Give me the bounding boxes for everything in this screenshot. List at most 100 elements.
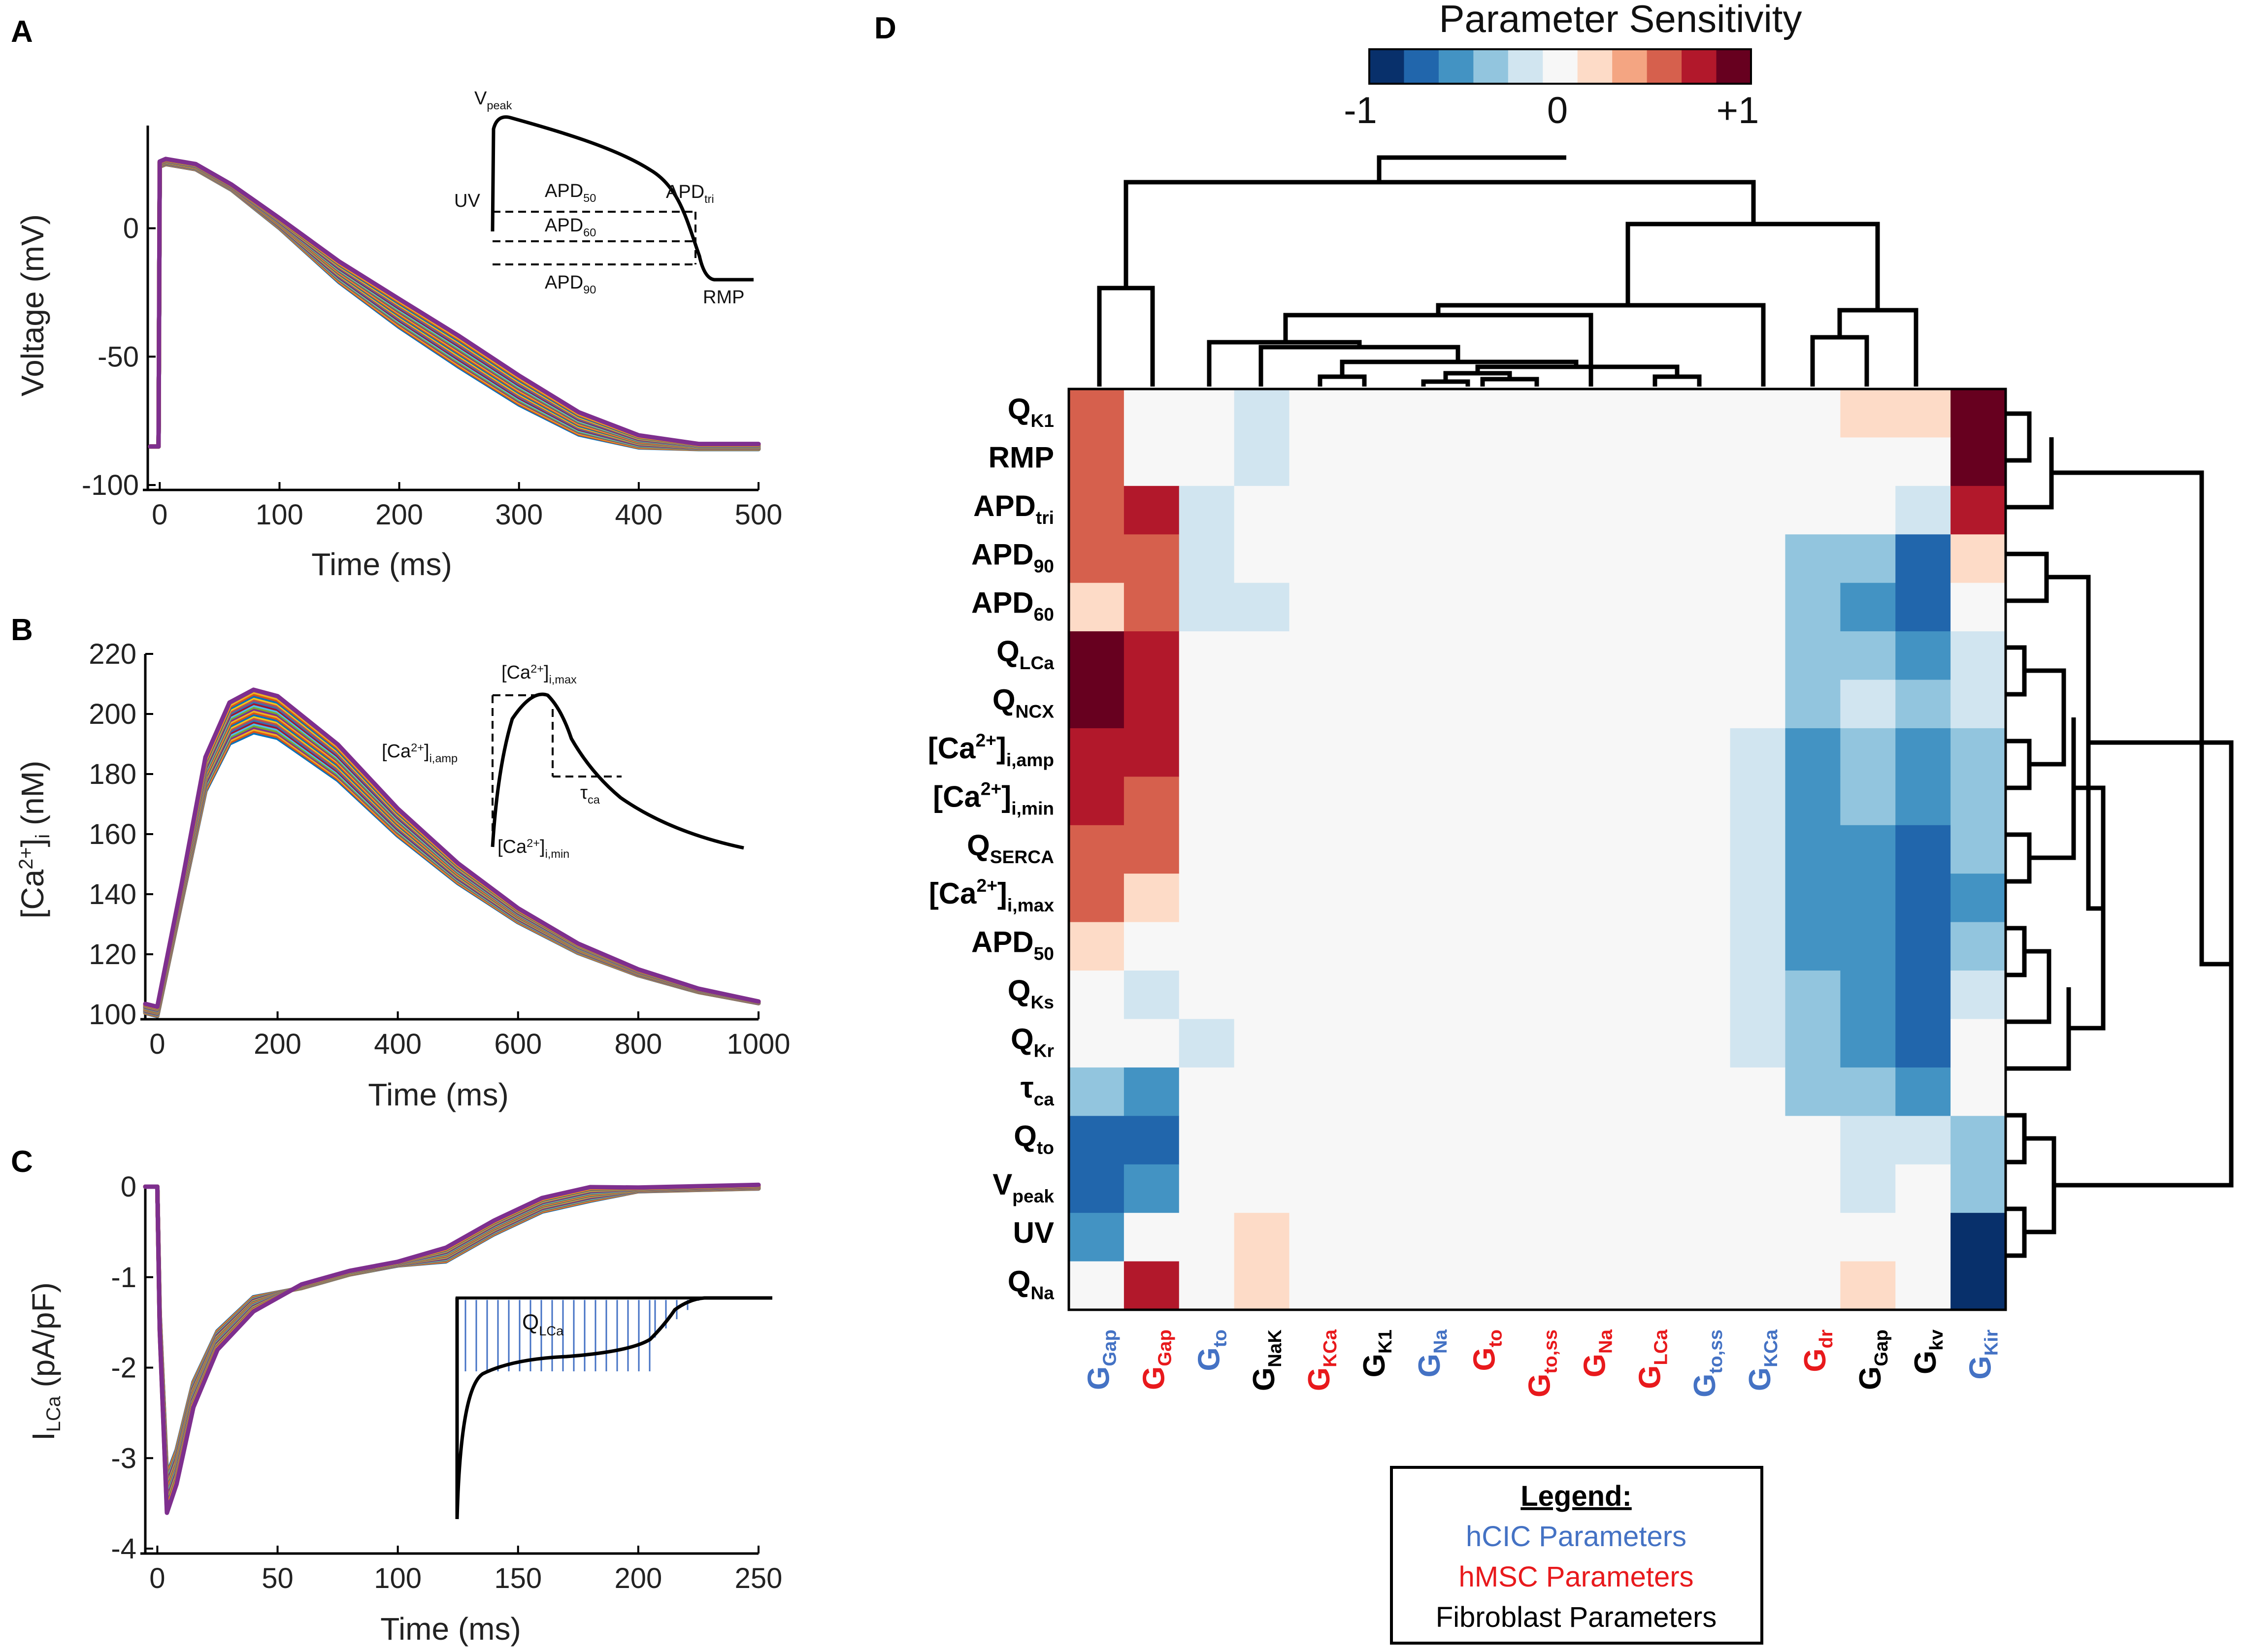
panel-a-inset: Vpeak UV APD50 APD60 APD90 APDtri RMP bbox=[454, 88, 754, 308]
heatmap-cell bbox=[1234, 437, 1290, 486]
heatmap-cell bbox=[1069, 534, 1124, 583]
panel-d: D Parameter Sensitivity -1 0 +1 QK1 RMP AP… bbox=[874, 0, 2234, 1645]
heatmap-cell bbox=[1895, 825, 1951, 874]
heatmap-cell bbox=[1564, 777, 1620, 826]
colorbar-swatch bbox=[1404, 49, 1439, 84]
heatmap-cell bbox=[1234, 631, 1290, 680]
qlca-hatch bbox=[464, 1300, 699, 1371]
heatmap-cell bbox=[1289, 1213, 1345, 1262]
heatmap-cell bbox=[1289, 1067, 1345, 1116]
heatmap-cell bbox=[1895, 922, 1951, 971]
heatmap-cell bbox=[1399, 389, 1455, 438]
heatmap-cell bbox=[1454, 1261, 1510, 1310]
heatmap-cell bbox=[1785, 1116, 1841, 1165]
heatmap-cell bbox=[1675, 1067, 1731, 1116]
heatmap-cell bbox=[1730, 1164, 1786, 1213]
colorbar-swatch bbox=[1473, 49, 1509, 84]
heatmap-cell bbox=[1785, 680, 1841, 729]
heatmap-cell bbox=[1730, 631, 1786, 680]
colorbar-swatch bbox=[1543, 49, 1578, 84]
heatmap-cell bbox=[1619, 1213, 1676, 1262]
heatmap-cell bbox=[1454, 922, 1510, 971]
camax-label: [Ca2+]i,max bbox=[501, 662, 577, 686]
row-label: QSERCA bbox=[967, 829, 1054, 867]
column-label: GLCa bbox=[1633, 1329, 1671, 1389]
heatmap-cell bbox=[1289, 728, 1345, 777]
heatmap-cell bbox=[1785, 583, 1841, 632]
row-label: QNCX bbox=[992, 683, 1054, 722]
heatmap-cell bbox=[1179, 583, 1235, 632]
heatmap-cell bbox=[1454, 971, 1510, 1020]
heatmap-cell bbox=[1454, 1164, 1510, 1213]
heatmap-cell bbox=[1950, 825, 2006, 874]
trace-line bbox=[143, 697, 761, 1011]
heatmap-cell bbox=[1950, 728, 2006, 777]
heatmap-cell bbox=[1399, 1213, 1455, 1262]
heatmap-cell bbox=[1840, 1164, 1896, 1213]
heatmap-cell bbox=[1785, 534, 1841, 583]
row-label: Qto bbox=[1014, 1119, 1054, 1158]
heatmap-cell bbox=[1179, 1213, 1235, 1262]
heatmap-cell bbox=[1069, 631, 1124, 680]
camin-label: [Ca2+]i,min bbox=[497, 837, 569, 860]
column-label: GGap bbox=[1082, 1329, 1121, 1390]
heatmap-cell bbox=[1785, 1213, 1841, 1262]
heatmap-cell bbox=[1399, 1164, 1455, 1213]
heatmap-cell bbox=[1399, 631, 1455, 680]
heatmap-cell bbox=[1344, 1213, 1400, 1262]
panel-b-inset: [Ca2+]i,max [Ca2+]i,amp [Ca2+]i,min τca bbox=[382, 662, 744, 860]
heatmap-cell bbox=[1840, 922, 1896, 971]
heatmap-cell bbox=[1785, 437, 1841, 486]
heatmap-cell bbox=[1399, 874, 1455, 923]
legend-title: Legend: bbox=[1520, 1480, 1632, 1512]
panel-c-inset: QLCa bbox=[455, 1293, 772, 1529]
x-tick-label: 600 bbox=[494, 1028, 542, 1060]
heatmap-cell bbox=[1895, 486, 1951, 535]
rmp-label: RMP bbox=[703, 287, 744, 308]
inset-ap-curve bbox=[491, 115, 754, 282]
heatmap-cell bbox=[1510, 534, 1565, 583]
row-label: UV bbox=[1013, 1216, 1054, 1249]
heatmap-cell bbox=[1675, 583, 1731, 632]
heatmap-cell bbox=[1675, 389, 1731, 438]
heatmap-cell bbox=[1785, 631, 1841, 680]
apd60-label: APD60 bbox=[545, 215, 596, 239]
heatmap-cell bbox=[1950, 680, 2006, 729]
heatmap-cell bbox=[1564, 1213, 1620, 1262]
panel-c-traces bbox=[143, 1182, 761, 1515]
heatmap-cell bbox=[1785, 389, 1841, 438]
heatmap-cell bbox=[1124, 777, 1180, 826]
heatmap-cell bbox=[1399, 922, 1455, 971]
heatmap-cell bbox=[1399, 486, 1455, 535]
heatmap-cell bbox=[1234, 825, 1290, 874]
trace-line bbox=[143, 1182, 761, 1515]
heatmap-cell bbox=[1454, 486, 1510, 535]
column-label: GNaK bbox=[1247, 1329, 1286, 1391]
heatmap-cell bbox=[1344, 922, 1400, 971]
heatmap-cell bbox=[1234, 680, 1290, 729]
trace-line bbox=[143, 695, 761, 1011]
heatmap-cell bbox=[1344, 1261, 1400, 1310]
row-label: Vpeak bbox=[992, 1168, 1054, 1206]
heatmap-cell bbox=[1344, 583, 1400, 632]
heatmap-cell bbox=[1730, 1116, 1786, 1165]
heatmap-cell bbox=[1895, 583, 1951, 632]
heatmap-cell bbox=[1950, 1261, 2006, 1310]
heatmap-cell bbox=[1619, 583, 1676, 632]
row-label: QNa bbox=[1008, 1265, 1055, 1303]
heatmap-cell bbox=[1510, 1116, 1565, 1165]
panel-b-axes: 0 200 400 600 800 1000 100 120 140 160 180 200 220 bbox=[89, 638, 790, 1060]
colorbar-label-mid: 0 bbox=[1547, 90, 1568, 131]
panel-c-axes: 0 50 100 150 200 250 0 -1 -2 -3 -4 bbox=[111, 1171, 782, 1594]
heatmap-cell bbox=[1840, 728, 1896, 777]
heatmap-cell bbox=[1840, 874, 1896, 923]
heatmap-cell bbox=[1564, 728, 1620, 777]
heatmap-cell bbox=[1619, 728, 1676, 777]
heatmap-cell bbox=[1785, 486, 1841, 535]
heatmap-cell bbox=[1399, 680, 1455, 729]
column-label: GGap bbox=[1137, 1329, 1175, 1390]
heatmap-cell bbox=[1124, 1019, 1180, 1068]
heatmap-cell bbox=[1344, 728, 1400, 777]
heatmap-cell bbox=[1950, 631, 2006, 680]
heatmap-cell bbox=[1069, 777, 1124, 826]
